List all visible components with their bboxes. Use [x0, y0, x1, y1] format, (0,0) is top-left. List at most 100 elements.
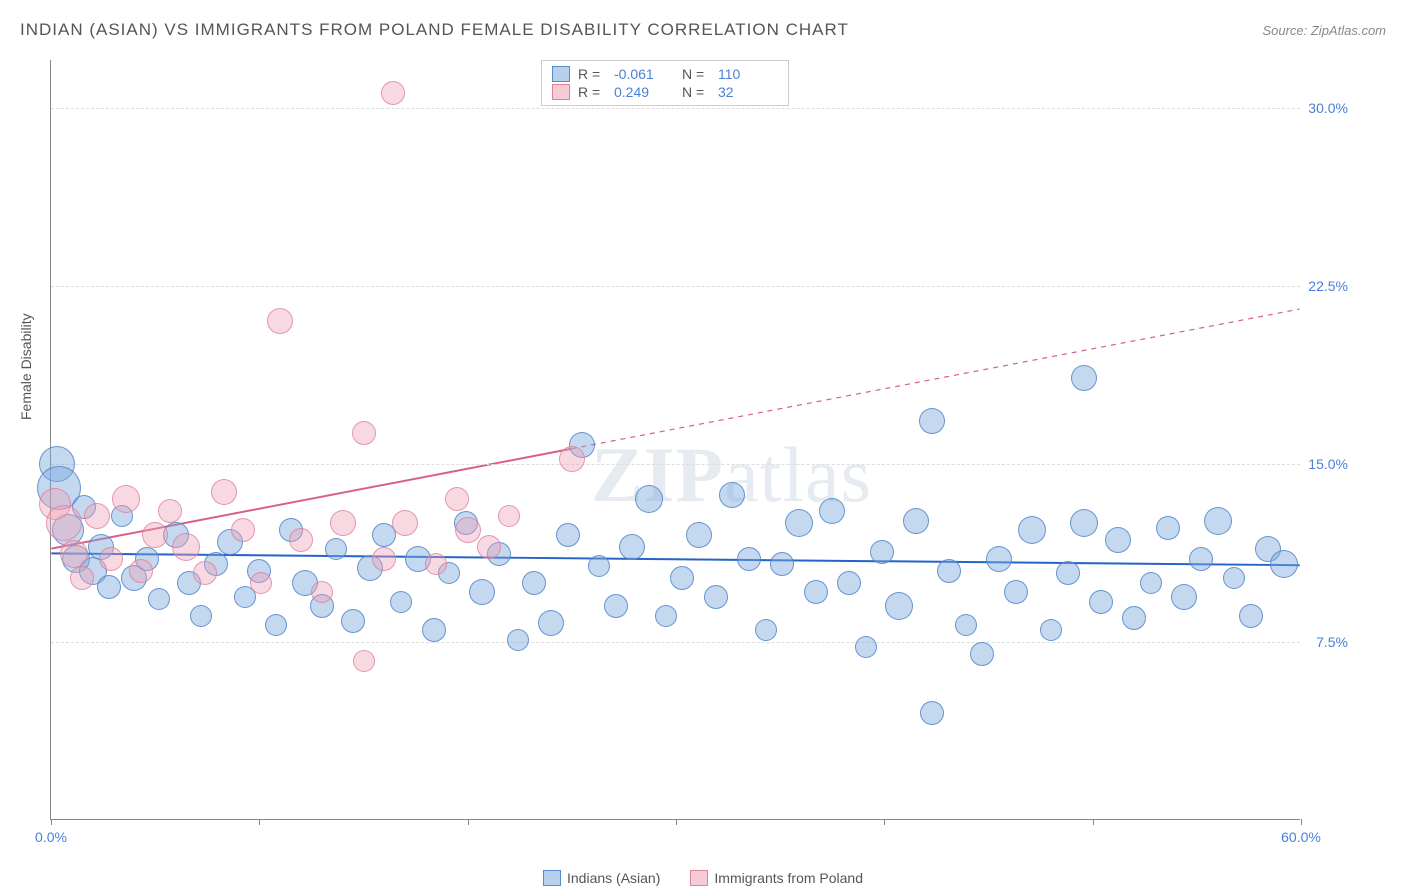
data-point	[99, 547, 123, 571]
data-point	[211, 479, 237, 505]
x-tick	[51, 819, 52, 825]
data-point	[158, 499, 182, 523]
data-point	[770, 552, 794, 576]
data-point	[1089, 590, 1113, 614]
data-point	[392, 510, 418, 536]
legend-row-blue: R = -0.061 N = 110	[552, 65, 778, 83]
data-point	[172, 533, 200, 561]
y-tick-label: 22.5%	[1308, 278, 1348, 294]
data-point	[372, 547, 396, 571]
data-point	[1223, 567, 1245, 589]
data-point	[704, 585, 728, 609]
data-point	[190, 605, 212, 627]
data-point	[129, 559, 153, 583]
chart-header: INDIAN (ASIAN) VS IMMIGRANTS FROM POLAND…	[20, 20, 1386, 40]
data-point	[193, 561, 217, 585]
data-point	[837, 571, 861, 595]
data-point	[112, 485, 140, 513]
data-point	[469, 579, 495, 605]
gridline	[51, 642, 1300, 643]
data-point	[1105, 527, 1131, 553]
data-point	[785, 509, 813, 537]
data-point	[970, 642, 994, 666]
legend-item-poland: Immigrants from Poland	[690, 870, 863, 886]
data-point	[1056, 561, 1080, 585]
data-point	[655, 605, 677, 627]
data-point	[97, 575, 121, 599]
data-point	[719, 482, 745, 508]
data-point	[538, 610, 564, 636]
x-tick-label: 0.0%	[35, 829, 67, 845]
data-point	[819, 498, 845, 524]
data-point	[1189, 547, 1213, 571]
data-point	[142, 522, 168, 548]
data-point	[60, 540, 88, 568]
data-point	[1070, 509, 1098, 537]
y-tick-label: 7.5%	[1316, 634, 1348, 650]
data-point	[455, 517, 481, 543]
data-point	[231, 518, 255, 542]
data-point	[265, 614, 287, 636]
data-point	[1204, 507, 1232, 535]
y-tick-label: 30.0%	[1308, 100, 1348, 116]
chart-source: Source: ZipAtlas.com	[1262, 23, 1386, 38]
chart-title: INDIAN (ASIAN) VS IMMIGRANTS FROM POLAND…	[20, 20, 849, 40]
data-point	[341, 609, 365, 633]
data-point	[686, 522, 712, 548]
x-tick	[884, 819, 885, 825]
data-point	[422, 618, 446, 642]
swatch-pink	[552, 84, 570, 100]
data-point	[1239, 604, 1263, 628]
data-point	[559, 446, 585, 472]
data-point	[353, 650, 375, 672]
data-point	[1071, 365, 1097, 391]
x-tick	[1093, 819, 1094, 825]
data-point	[903, 508, 929, 534]
swatch-blue-icon	[543, 870, 561, 886]
data-point	[70, 566, 94, 590]
data-point	[507, 629, 529, 651]
data-point	[556, 523, 580, 547]
data-point	[920, 701, 944, 725]
correlation-legend: R = -0.061 N = 110 R = 0.249 N = 32	[541, 60, 789, 106]
legend-item-indians: Indians (Asian)	[543, 870, 660, 886]
data-point	[619, 534, 645, 560]
swatch-blue	[552, 66, 570, 82]
data-point	[390, 591, 412, 613]
data-point	[1122, 606, 1146, 630]
data-point	[311, 581, 333, 603]
plot-region: ZIPatlas R = -0.061 N = 110 R = 0.249 N …	[50, 60, 1300, 820]
legend-row-pink: R = 0.249 N = 32	[552, 83, 778, 101]
data-point	[986, 546, 1012, 572]
data-point	[425, 553, 447, 575]
data-point	[604, 594, 628, 618]
data-point	[1171, 584, 1197, 610]
legend-bottom: Indians (Asian) Immigrants from Poland	[0, 870, 1406, 886]
data-point	[1040, 619, 1062, 641]
data-point	[148, 588, 170, 610]
x-tick	[259, 819, 260, 825]
data-point	[445, 487, 469, 511]
y-tick-label: 15.0%	[1308, 456, 1348, 472]
data-point	[1270, 550, 1298, 578]
data-point	[1156, 516, 1180, 540]
data-point	[1018, 516, 1046, 544]
x-tick	[468, 819, 469, 825]
x-tick	[676, 819, 677, 825]
data-point	[855, 636, 877, 658]
data-point	[477, 535, 501, 559]
data-point	[804, 580, 828, 604]
data-point	[885, 592, 913, 620]
data-point	[670, 566, 694, 590]
data-point	[250, 572, 272, 594]
data-point	[1004, 580, 1028, 604]
data-point	[919, 408, 945, 434]
gridline	[51, 108, 1300, 109]
data-point	[635, 485, 663, 513]
chart-area: ZIPatlas R = -0.061 N = 110 R = 0.249 N …	[50, 60, 1350, 830]
data-point	[737, 547, 761, 571]
gridline	[51, 286, 1300, 287]
y-axis-label: Female Disability	[18, 313, 34, 420]
gridline	[51, 464, 1300, 465]
data-point	[937, 559, 961, 583]
